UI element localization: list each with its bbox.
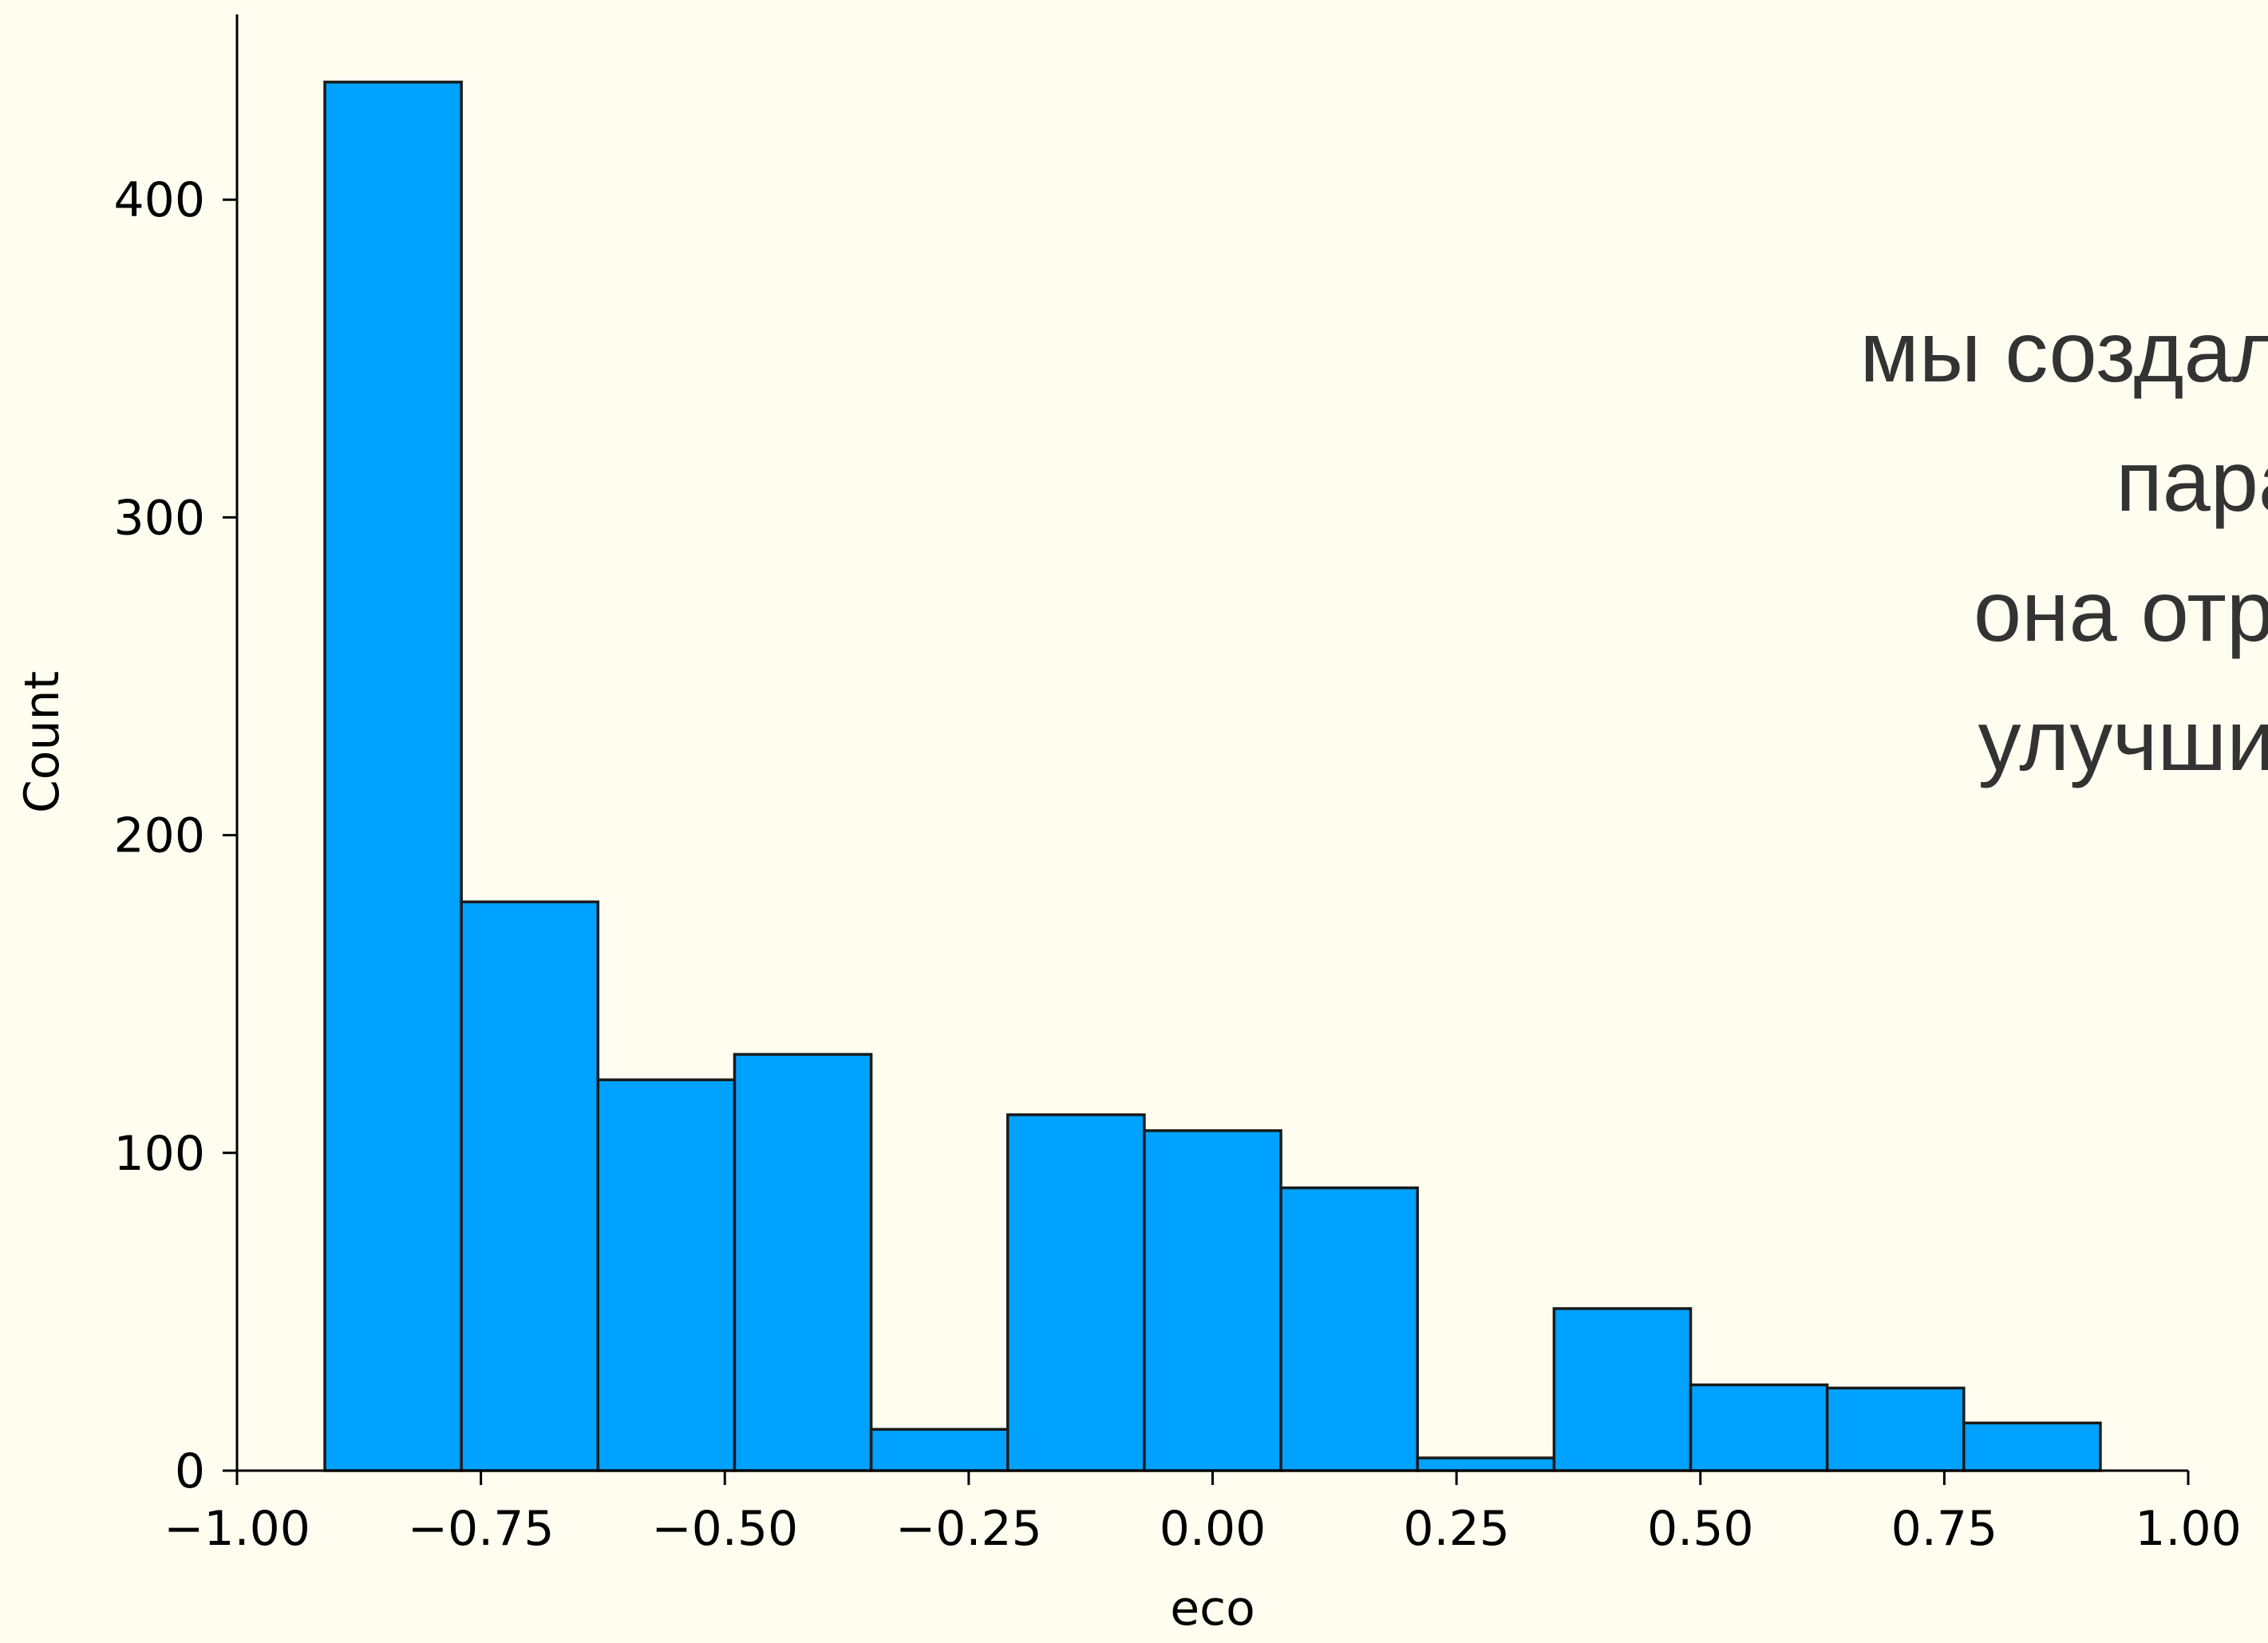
y-tick-label: 400 (113, 172, 205, 228)
x-tick-label: −0.75 (408, 1501, 555, 1557)
x-tick-label: 0.50 (1647, 1501, 1754, 1557)
y-axis-label: Count (14, 671, 70, 813)
overlay-line: она отра (1974, 563, 2268, 659)
y-tick-label: 100 (113, 1126, 205, 1182)
histogram-bar-11 (1825, 1386, 1966, 1472)
histogram-bar-5 (1006, 1113, 1146, 1472)
x-axis-label: eco (1170, 1581, 1255, 1637)
histogram-bar-0 (323, 81, 463, 1472)
x-tick-label: 0.00 (1160, 1501, 1266, 1557)
histogram-bar-8 (1416, 1456, 1556, 1472)
histogram-bar-2 (596, 1078, 737, 1472)
x-tick-label: 0.75 (1891, 1501, 1998, 1557)
histogram-bar-10 (1689, 1383, 1829, 1472)
histogram-bar-6 (1143, 1129, 1282, 1472)
histogram-bar-3 (733, 1053, 873, 1472)
x-tick-label: 1.00 (2135, 1501, 2242, 1557)
x-tick-label: 0.25 (1403, 1501, 1510, 1557)
y-ticks: 0 100 200 300 400 (113, 172, 237, 1499)
histogram-bar-12 (1962, 1421, 2102, 1472)
overlay-line: улучшит (1978, 692, 2268, 788)
y-tick-label: 300 (113, 490, 205, 546)
x-tick-label: −0.50 (651, 1501, 798, 1557)
x-tick-label: −0.25 (895, 1501, 1042, 1557)
histogram-bar-4 (869, 1428, 1010, 1472)
x-ticks: −1.00 −0.75 −0.50 −0.25 0.00 0.25 0.50 0.75 1.00 (164, 1471, 2242, 1557)
histogram-bar-1 (460, 900, 600, 1472)
overlay-line: мы создали (1859, 303, 2268, 400)
histogram-bar-9 (1552, 1307, 1693, 1472)
histogram-bars (323, 81, 2102, 1472)
overlay-caption: мы создали пара она отра улучшит (1859, 303, 2268, 788)
overlay-line: пара (2116, 432, 2268, 529)
y-tick-label: 200 (113, 808, 205, 864)
x-tick-label: −1.00 (164, 1501, 310, 1557)
y-tick-label: 0 (175, 1444, 205, 1499)
histogram-bar-7 (1279, 1186, 1419, 1472)
